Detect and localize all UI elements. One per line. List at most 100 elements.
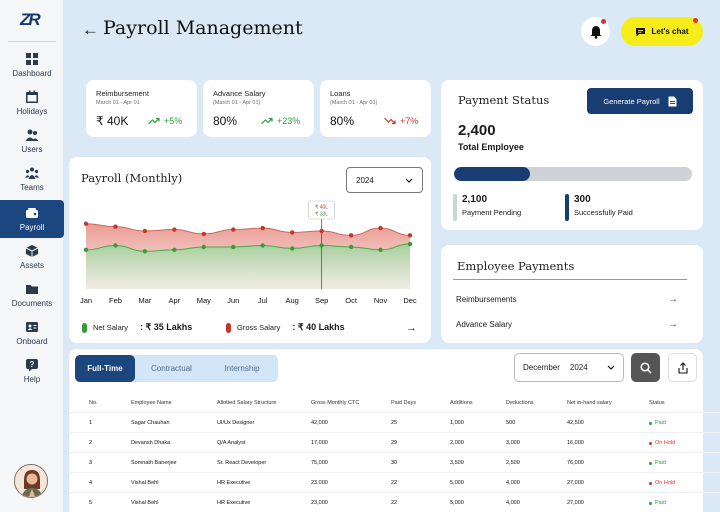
sidebar-item-onboard[interactable]: Onboard: [0, 320, 64, 356]
payroll-table-card: Full-Time Contractual Internship Decembe…: [69, 349, 720, 512]
chat-icon: [636, 27, 646, 36]
help-icon: ?: [26, 359, 38, 372]
table-cell: 3,000: [506, 440, 520, 446]
stat-value: 80%: [330, 114, 355, 128]
table-row[interactable]: 4 Vishal Behl HR Executive 23,000 22 5,000 4,0…: [69, 472, 720, 492]
stat-title: Loans: [330, 89, 351, 98]
column-header: Employee Name: [131, 400, 172, 406]
net-salary-point-feb[interactable]: [113, 243, 118, 248]
net-salary-point-dec[interactable]: [407, 241, 413, 247]
net-salary-point-oct[interactable]: [348, 244, 354, 250]
net-salary-swatch: [82, 322, 87, 333]
legend-gross-value: : ₹ 40 Lakhs: [292, 322, 345, 332]
gross-salary-point-jul[interactable]: [260, 225, 265, 231]
sidebar-item-help[interactable]: ? Help: [0, 358, 64, 394]
tab-internship[interactable]: Internship: [224, 364, 260, 373]
table-cell: 23,000: [311, 480, 328, 486]
lets-chat-button[interactable]: Let's chat: [621, 17, 703, 46]
reimbursements-link[interactable]: Reimbursements →: [456, 294, 678, 305]
notification-dot: [601, 19, 606, 24]
sidebar-item-label: Payroll: [19, 223, 45, 232]
sidebar-item-dashboard[interactable]: Dashboard: [0, 52, 64, 88]
app-logo[interactable]: ZR: [20, 10, 41, 29]
gross-salary-point-feb[interactable]: [113, 224, 118, 229]
table-cell: Somnath Banerjee: [131, 460, 177, 466]
notification-button[interactable]: [581, 17, 610, 46]
legend-gross-salary: Gross Salary : ₹ 40 Lakhs: [226, 322, 345, 333]
avatar[interactable]: [14, 464, 48, 498]
tab-contractual[interactable]: Contractual: [151, 364, 192, 373]
sidebar-item-documents[interactable]: Documents: [0, 282, 64, 318]
net-salary-point-aug[interactable]: [289, 246, 295, 251]
table-row[interactable]: 2 Devansh Dhaka Q/A Analyst 17,000 29 2,000 3,…: [69, 432, 720, 452]
sidebar-item-teams[interactable]: Teams: [0, 166, 64, 202]
month-year-select[interactable]: December 2024: [514, 353, 624, 382]
trend-up-icon: [148, 117, 160, 125]
gross-salary-point-mar[interactable]: [142, 228, 148, 234]
gross-salary-point-oct[interactable]: [348, 233, 354, 238]
x-tick-label-jul: Jul: [258, 296, 268, 305]
x-tick-label-sep: Sep: [315, 296, 328, 305]
net-salary-point-mar[interactable]: [142, 249, 148, 254]
gross-salary-point-jun[interactable]: [231, 227, 236, 232]
net-salary-point-apr[interactable]: [172, 247, 177, 253]
back-arrow-icon[interactable]: ←: [82, 20, 99, 39]
sidebar-item-assets[interactable]: Assets: [0, 244, 64, 280]
total-employee-value: 2,400: [458, 122, 496, 139]
reimbursement-card[interactable]: Reimbursement March 01 - Apr 01 ₹ 40K +5…: [86, 80, 197, 137]
table-cell: 42,000: [311, 420, 328, 426]
net-salary-point-sep[interactable]: [319, 243, 324, 248]
x-tick-label-may: May: [197, 296, 211, 305]
legend-net-label: Net Salary: [93, 323, 129, 332]
share-button[interactable]: [668, 353, 697, 382]
net-salary-point-jun[interactable]: [231, 244, 236, 250]
table-row[interactable]: 1 Sagar Chauhan UI/Ux Designer 42,000 25 1,00…: [69, 412, 720, 432]
status-dot: [649, 481, 652, 485]
gross-salary-swatch: [226, 322, 231, 333]
sidebar-item-holidays[interactable]: Holidays: [0, 90, 64, 126]
table-row[interactable]: 5 Vishal Behl HR Executive 23,000 22 5,000 4,0…: [69, 492, 720, 512]
gross-salary-point-sep[interactable]: [319, 228, 324, 234]
chevron-down-icon: [607, 365, 615, 370]
generate-payroll-button[interactable]: Generate Payroll: [587, 88, 693, 114]
table-cell: 27,000: [567, 480, 584, 486]
gross-salary-point-may[interactable]: [201, 231, 207, 237]
table-cell: 2: [89, 440, 93, 446]
paid-value: 300: [574, 194, 591, 205]
advance-salary-link[interactable]: Advance Salary →: [456, 319, 678, 330]
table-cell: 5,000: [450, 500, 464, 506]
table-cell: 2,500: [506, 460, 520, 466]
net-salary-point-jul[interactable]: [260, 243, 265, 248]
gross-salary-point-dec[interactable]: [407, 233, 413, 238]
table-row[interactable]: 3 Somnath Banerjee Sr. React Developer 75,0…: [69, 452, 720, 472]
net-salary-point-jan[interactable]: [83, 247, 89, 253]
x-tick-label-oct: Oct: [345, 296, 358, 305]
table-cell: Vishal Behl: [131, 480, 159, 486]
table-cell: 30: [391, 460, 398, 466]
gross-salary-point-aug[interactable]: [289, 230, 295, 235]
gross-salary-point-apr[interactable]: [172, 227, 177, 232]
sidebar-item-payroll[interactable]: Payroll: [0, 200, 64, 238]
search-button[interactable]: [631, 353, 660, 382]
table-cell: 1,000: [450, 420, 464, 426]
chart-title: Payroll (Monthly): [81, 171, 183, 185]
table-cell: 29: [391, 440, 398, 446]
net-salary-point-may[interactable]: [201, 244, 207, 250]
status-text: Paid: [655, 420, 667, 426]
arrow-right-icon: →: [668, 294, 678, 305]
year-select[interactable]: 2024: [346, 167, 423, 193]
column-header: Additions: [450, 400, 473, 406]
gross-salary-line: [85, 223, 411, 236]
payroll-area-chart[interactable]: ₹ 40L₹ 33L Jan Feb Mar Apr May Jun Jul Aug Sep Oct…: [69, 157, 431, 317]
teams-icon: [25, 167, 39, 179]
loans-card[interactable]: Loans (March 01 - Apr 01) 80% +7%: [320, 80, 431, 137]
chart-next-arrow-icon[interactable]: →: [406, 322, 417, 334]
net-salary-point-nov[interactable]: [378, 247, 383, 253]
advance-salary-card[interactable]: Advance Salary (March 01 - Apr 01) 80% +…: [203, 80, 314, 137]
tab-full-time[interactable]: Full-Time: [75, 355, 135, 382]
gross-salary-point-jan[interactable]: [83, 221, 89, 226]
sidebar-item-users[interactable]: Users: [0, 128, 64, 164]
table-cell: HR Executive: [217, 480, 251, 486]
x-tick-label-jun: Jun: [227, 296, 239, 305]
gross-salary-point-nov[interactable]: [378, 225, 383, 231]
